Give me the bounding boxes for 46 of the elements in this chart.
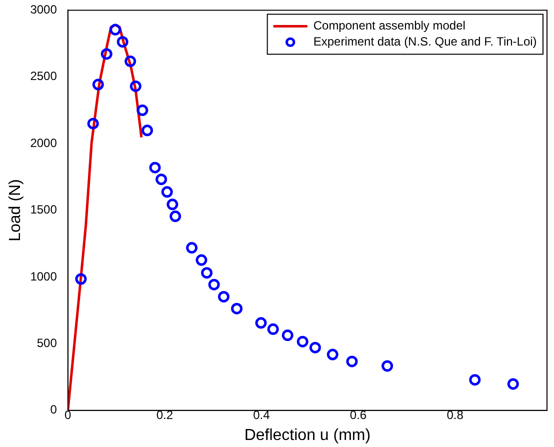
y-tick-label: 500 bbox=[36, 336, 58, 350]
x-tick-label: 0.4 bbox=[253, 408, 270, 422]
point bbox=[309, 342, 321, 354]
point bbox=[282, 330, 294, 342]
point bbox=[156, 174, 168, 186]
y-tick-label: 2500 bbox=[30, 69, 58, 84]
point bbox=[136, 104, 148, 116]
y-tick-label: 3000 bbox=[30, 2, 58, 17]
point bbox=[196, 254, 208, 266]
y-tick-label: 1000 bbox=[30, 269, 58, 284]
legend-label: Experiment data (N.S. Que and F. Tin-Loi) bbox=[313, 34, 537, 49]
point bbox=[507, 378, 519, 390]
point bbox=[142, 124, 154, 136]
point bbox=[100, 48, 112, 60]
x-tick-label: 0.8 bbox=[446, 408, 464, 422]
point bbox=[116, 36, 128, 48]
point bbox=[346, 356, 358, 368]
y-tick-label: 2000 bbox=[30, 136, 58, 150]
point bbox=[92, 78, 104, 90]
point bbox=[231, 302, 243, 314]
point bbox=[218, 290, 230, 302]
point bbox=[267, 323, 279, 335]
x-axis-title: Deflection u (mm) bbox=[244, 426, 371, 444]
point bbox=[130, 80, 142, 92]
point bbox=[149, 162, 161, 174]
y-axis-title: Load (N) bbox=[7, 179, 24, 242]
x-tick-label: 0.6 bbox=[350, 408, 367, 422]
y-tick-label: 1500 bbox=[30, 202, 58, 217]
point bbox=[382, 360, 394, 372]
point bbox=[87, 118, 99, 130]
point bbox=[170, 210, 182, 222]
legend-label: Component assembly model bbox=[313, 18, 466, 33]
point bbox=[326, 348, 338, 360]
point bbox=[161, 186, 173, 198]
x-tick-label: 0.2 bbox=[156, 408, 174, 422]
point bbox=[208, 278, 220, 290]
point bbox=[255, 317, 267, 329]
point bbox=[296, 336, 308, 348]
point bbox=[186, 242, 198, 254]
point bbox=[201, 267, 213, 279]
point bbox=[75, 273, 87, 285]
point bbox=[124, 56, 136, 68]
point bbox=[469, 374, 481, 386]
x-tick-label: 0 bbox=[64, 408, 72, 422]
point bbox=[110, 24, 122, 36]
point bbox=[166, 198, 178, 210]
